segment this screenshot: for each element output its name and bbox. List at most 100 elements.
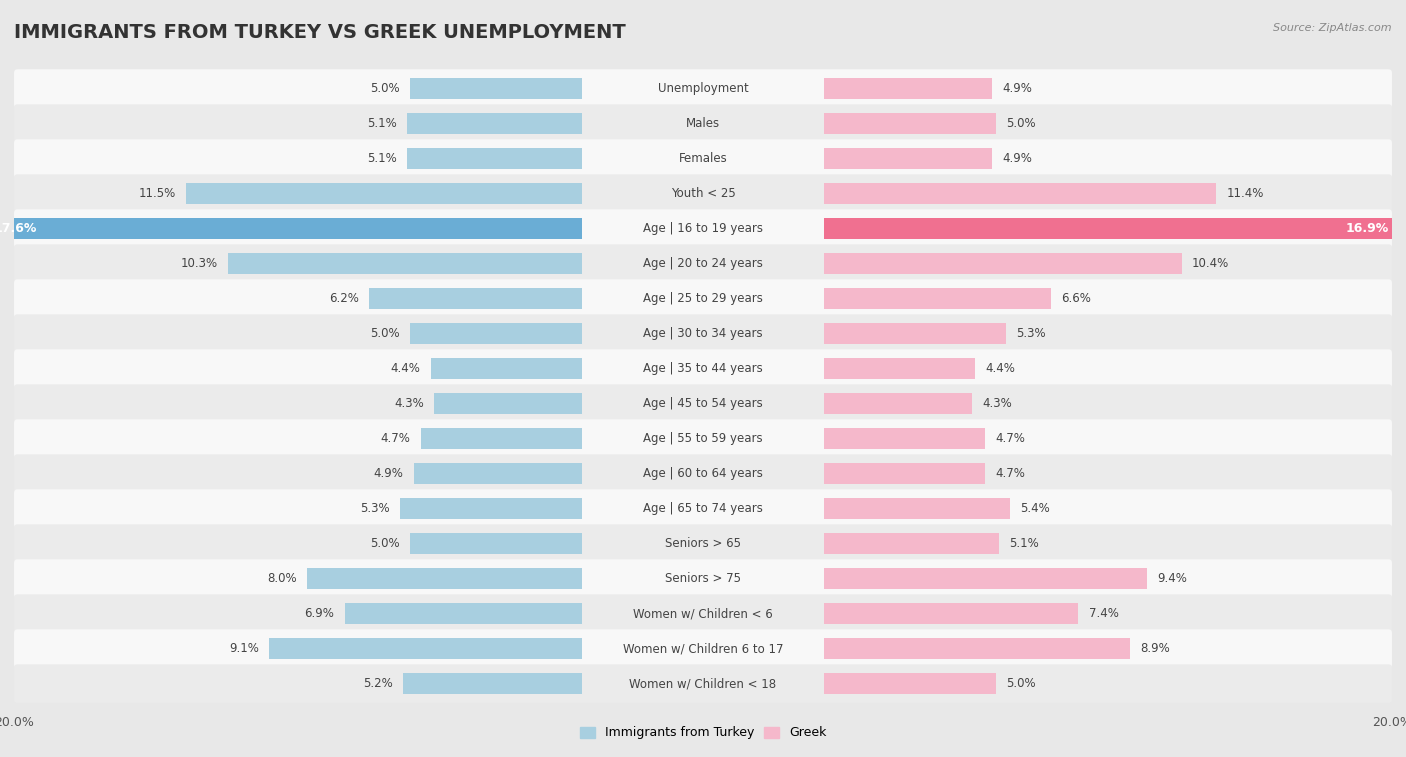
Bar [404,673,582,694]
Bar [824,182,1216,204]
FancyBboxPatch shape [14,385,1392,423]
FancyBboxPatch shape [14,525,1392,562]
Bar [228,253,582,275]
Text: 7.4%: 7.4% [1088,607,1119,620]
FancyBboxPatch shape [14,559,1392,598]
FancyBboxPatch shape [14,139,1392,178]
Bar [411,78,582,99]
Bar [824,113,995,135]
Legend: Immigrants from Turkey, Greek: Immigrants from Turkey, Greek [575,721,831,744]
Text: 5.3%: 5.3% [1017,327,1046,340]
Bar [344,603,582,625]
Text: 4.7%: 4.7% [995,467,1025,480]
Text: 5.0%: 5.0% [370,82,399,95]
Text: Age | 35 to 44 years: Age | 35 to 44 years [643,362,763,375]
Bar [824,603,1078,625]
Bar [399,497,582,519]
Text: 5.2%: 5.2% [363,677,392,690]
Text: 10.3%: 10.3% [180,257,218,270]
Text: 4.9%: 4.9% [374,467,404,480]
Text: 8.9%: 8.9% [1140,642,1170,655]
Bar [420,428,582,450]
Text: 4.4%: 4.4% [391,362,420,375]
FancyBboxPatch shape [14,314,1392,353]
Bar [824,253,1182,275]
Text: Age | 60 to 64 years: Age | 60 to 64 years [643,467,763,480]
Bar [269,637,582,659]
Text: 4.9%: 4.9% [1002,152,1032,165]
Bar [824,322,1007,344]
Text: 10.4%: 10.4% [1192,257,1229,270]
Bar [824,358,976,379]
Text: Age | 16 to 19 years: Age | 16 to 19 years [643,222,763,235]
Bar [411,533,582,554]
Text: 6.2%: 6.2% [329,292,359,305]
Bar [434,393,582,414]
Bar [824,533,1000,554]
Text: 9.4%: 9.4% [1157,572,1188,585]
Text: 5.0%: 5.0% [370,327,399,340]
Text: 5.1%: 5.1% [1010,537,1039,550]
Text: Women w/ Children 6 to 17: Women w/ Children 6 to 17 [623,642,783,655]
Bar [824,218,1406,239]
Text: 4.3%: 4.3% [981,397,1012,410]
FancyBboxPatch shape [14,245,1392,283]
Text: 4.9%: 4.9% [1002,82,1032,95]
FancyBboxPatch shape [14,104,1392,143]
Text: Youth < 25: Youth < 25 [671,187,735,200]
Text: Women w/ Children < 6: Women w/ Children < 6 [633,607,773,620]
Text: IMMIGRANTS FROM TURKEY VS GREEK UNEMPLOYMENT: IMMIGRANTS FROM TURKEY VS GREEK UNEMPLOY… [14,23,626,42]
FancyBboxPatch shape [14,349,1392,388]
Text: 5.3%: 5.3% [360,502,389,515]
Bar [0,218,582,239]
Text: Age | 65 to 74 years: Age | 65 to 74 years [643,502,763,515]
Bar [824,148,993,170]
Text: 4.7%: 4.7% [995,432,1025,445]
Bar [411,322,582,344]
FancyBboxPatch shape [14,419,1392,458]
Bar [824,497,1010,519]
Bar [406,148,582,170]
Bar [186,182,582,204]
FancyBboxPatch shape [14,279,1392,318]
Text: Women w/ Children < 18: Women w/ Children < 18 [630,677,776,690]
FancyBboxPatch shape [14,454,1392,493]
Bar [824,673,995,694]
FancyBboxPatch shape [14,489,1392,528]
Bar [824,393,972,414]
Text: 6.9%: 6.9% [305,607,335,620]
Text: 16.9%: 16.9% [1346,222,1389,235]
Text: 5.0%: 5.0% [1007,677,1036,690]
Text: 5.0%: 5.0% [1007,117,1036,130]
Text: Females: Females [679,152,727,165]
Text: Seniors > 65: Seniors > 65 [665,537,741,550]
Text: 8.0%: 8.0% [267,572,297,585]
Bar [824,78,993,99]
Text: Age | 55 to 59 years: Age | 55 to 59 years [643,432,763,445]
Bar [307,568,582,590]
Text: Age | 45 to 54 years: Age | 45 to 54 years [643,397,763,410]
Text: Age | 30 to 34 years: Age | 30 to 34 years [643,327,763,340]
FancyBboxPatch shape [14,70,1392,107]
Bar [824,637,1130,659]
FancyBboxPatch shape [14,594,1392,633]
Text: Males: Males [686,117,720,130]
Text: 5.1%: 5.1% [367,117,396,130]
Text: 4.4%: 4.4% [986,362,1015,375]
FancyBboxPatch shape [14,210,1392,248]
Text: 4.3%: 4.3% [394,397,425,410]
Text: 5.0%: 5.0% [370,537,399,550]
Bar [413,463,582,484]
Text: 11.5%: 11.5% [139,187,176,200]
Text: 9.1%: 9.1% [229,642,259,655]
Text: 5.1%: 5.1% [367,152,396,165]
Bar [824,288,1050,310]
Text: Age | 25 to 29 years: Age | 25 to 29 years [643,292,763,305]
Text: 6.6%: 6.6% [1062,292,1091,305]
Text: 5.4%: 5.4% [1019,502,1050,515]
Text: Source: ZipAtlas.com: Source: ZipAtlas.com [1274,23,1392,33]
Text: Unemployment: Unemployment [658,82,748,95]
Text: Seniors > 75: Seniors > 75 [665,572,741,585]
Bar [824,428,986,450]
FancyBboxPatch shape [14,629,1392,668]
